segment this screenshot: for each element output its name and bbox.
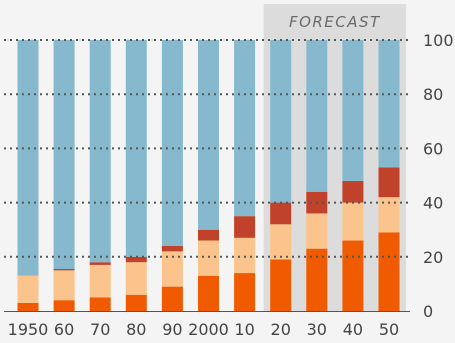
bar-segment-3-70 [89, 40, 111, 263]
bar-segment-3-40 [342, 40, 364, 181]
bar-segment-0-90 [161, 286, 183, 311]
bar-segment-3-50 [378, 40, 400, 168]
bar-segment-1-20 [270, 224, 292, 260]
bar-segment-3-60 [53, 40, 75, 269]
bar-segment-2-10 [234, 216, 256, 238]
x-tick-label-60: 60 [54, 320, 74, 339]
bar-segment-1-30 [306, 213, 328, 249]
x-axis: 1950 60 70 80 90 2000 10 20 30 40 50 [8, 320, 400, 339]
bar-segment-1-70 [89, 264, 111, 298]
bar-segment-3-90 [161, 40, 183, 246]
bar-segment-0-30 [306, 248, 328, 311]
bar-segment-3-20 [270, 40, 292, 203]
bar-segment-2-60 [53, 268, 75, 271]
x-tick-label-20: 20 [271, 320, 291, 339]
bar-segment-1-2000 [198, 240, 219, 276]
bar-segment-0-20 [270, 259, 292, 311]
x-tick-label-40: 40 [343, 320, 363, 339]
x-tick-label-90: 90 [162, 320, 182, 339]
bar-segment-0-70 [89, 297, 111, 311]
x-tick-label-70: 70 [90, 320, 110, 339]
bar-segment-1-60 [53, 270, 75, 301]
bar-segment-3-10 [234, 40, 256, 217]
bar-segment-2-70 [89, 262, 111, 265]
bar-segment-1-1950 [17, 275, 39, 303]
bar-segment-3-30 [306, 40, 328, 192]
bars-layer [17, 40, 400, 311]
y-tick-label-60: 60 [423, 139, 443, 158]
bar-segment-1-80 [125, 262, 147, 295]
bar-segment-0-10 [234, 273, 256, 311]
bar-segment-0-60 [53, 300, 75, 311]
bar-segment-0-1950 [17, 302, 39, 311]
bar-segment-1-40 [342, 202, 364, 241]
bar-segment-0-50 [378, 232, 400, 311]
bar-segment-0-80 [125, 294, 147, 311]
x-tick-label-80: 80 [126, 320, 146, 339]
y-tick-label-20: 20 [423, 248, 443, 267]
y-tick-label-40: 40 [423, 194, 443, 213]
bar-segment-1-90 [161, 251, 183, 287]
x-tick-label-50: 50 [379, 320, 399, 339]
bar-segment-2-20 [270, 202, 292, 225]
bar-segment-0-2000 [198, 275, 219, 311]
bar-segment-3-2000 [198, 40, 219, 230]
y-axis: 0 20 40 60 80 100 [423, 31, 454, 321]
gridlines-layer [4, 39, 410, 258]
bar-segment-2-80 [125, 256, 147, 263]
bar-segment-0-40 [342, 240, 364, 311]
y-tick-label-80: 80 [423, 85, 443, 104]
y-tick-label-0: 0 [423, 302, 433, 321]
bar-segment-1-10 [234, 237, 256, 274]
x-tick-label-30: 30 [307, 320, 327, 339]
x-tick-label-10: 10 [234, 320, 254, 339]
bar-segment-2-40 [342, 180, 364, 203]
bar-segment-2-2000 [198, 229, 219, 241]
bar-segment-1-50 [378, 197, 400, 233]
bar-segment-2-50 [378, 167, 400, 198]
x-tick-label-1950: 1950 [8, 320, 49, 339]
x-tick-label-2000: 2000 [188, 320, 229, 339]
bar-segment-3-1950 [17, 40, 39, 276]
forecast-label: FORECAST [289, 13, 381, 31]
bar-segment-2-90 [161, 245, 183, 252]
y-tick-label-100: 100 [423, 31, 454, 50]
